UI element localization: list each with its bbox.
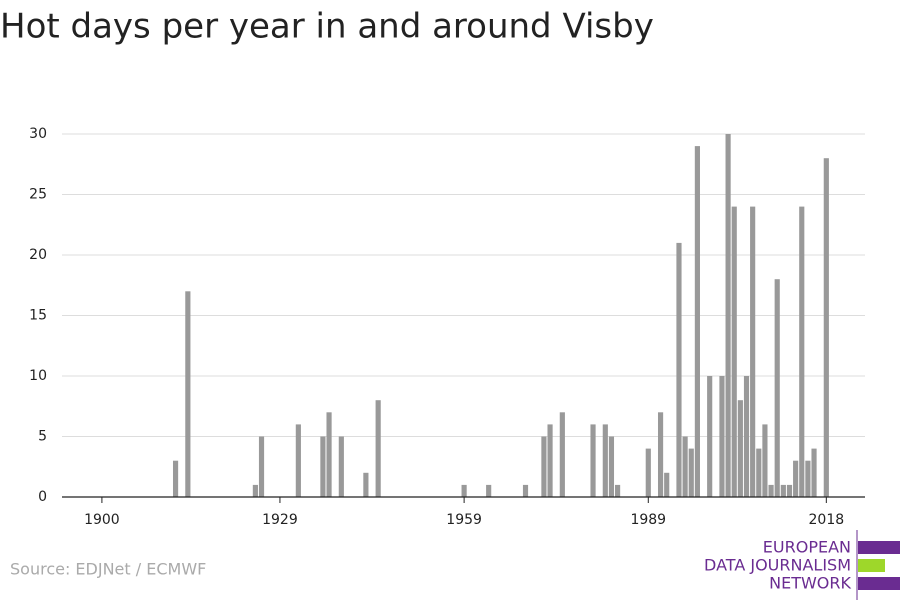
bar xyxy=(793,460,799,497)
bar xyxy=(295,424,301,497)
bar xyxy=(375,400,381,497)
bar xyxy=(823,158,829,497)
bar xyxy=(805,460,811,497)
logo-text: EUROPEAN xyxy=(763,538,851,557)
y-tick-label: 30 xyxy=(29,126,47,142)
bar xyxy=(737,400,743,497)
bar xyxy=(326,412,332,497)
bar xyxy=(185,291,191,497)
bar xyxy=(811,448,817,497)
y-tick-label: 15 xyxy=(29,308,47,324)
bar xyxy=(461,484,467,497)
bar xyxy=(768,484,774,497)
y-tick-label: 20 xyxy=(29,247,47,263)
bar xyxy=(252,484,258,497)
bar xyxy=(676,242,682,497)
bar xyxy=(602,424,608,497)
bar xyxy=(338,436,344,497)
bar xyxy=(774,279,780,497)
bar xyxy=(750,206,756,497)
bar xyxy=(608,436,615,497)
x-tick-label: 2018 xyxy=(809,512,845,528)
y-tick-label: 5 xyxy=(38,429,47,445)
bar xyxy=(486,484,492,497)
bar xyxy=(688,448,694,497)
bar xyxy=(547,424,553,497)
y-tick-label: 10 xyxy=(29,368,47,384)
bar xyxy=(172,460,179,497)
bar xyxy=(645,448,651,497)
bar xyxy=(799,206,805,497)
bar xyxy=(756,448,762,497)
logo-bar xyxy=(858,541,900,554)
logo: EUROPEAN DATA JOURNALISM NETWORK xyxy=(704,530,900,600)
bar xyxy=(541,436,547,497)
chart-title: Hot days per year in and around Visby xyxy=(0,7,654,47)
bar xyxy=(559,412,565,497)
bar xyxy=(731,206,737,497)
x-tick-label: 1959 xyxy=(446,512,482,528)
bar xyxy=(707,376,713,497)
bar xyxy=(780,484,786,497)
logo-bar xyxy=(858,559,885,572)
source: Source: EDJNet / ECMWF xyxy=(10,560,206,579)
bar xyxy=(786,484,793,497)
bar xyxy=(615,484,621,497)
logo-text: NETWORK xyxy=(769,574,851,593)
bar xyxy=(258,436,265,497)
bar xyxy=(725,134,731,497)
bar xyxy=(320,436,326,497)
bar xyxy=(590,424,596,497)
x-tick-label: 1929 xyxy=(262,512,298,528)
logo-text: DATA JOURNALISM xyxy=(704,556,851,575)
x-tick-label: 1900 xyxy=(84,512,120,528)
bar xyxy=(719,376,725,497)
bar xyxy=(664,472,670,497)
bar xyxy=(682,436,688,497)
bar xyxy=(522,484,529,497)
bar xyxy=(743,376,750,497)
bar xyxy=(657,412,664,497)
y-tick-label: 0 xyxy=(38,489,47,505)
x-tick-label: 1989 xyxy=(630,512,666,528)
bar xyxy=(363,472,369,497)
logo-bar xyxy=(858,577,900,590)
y-tick-label: 25 xyxy=(29,187,47,203)
bar xyxy=(762,424,768,497)
bar xyxy=(694,146,700,497)
